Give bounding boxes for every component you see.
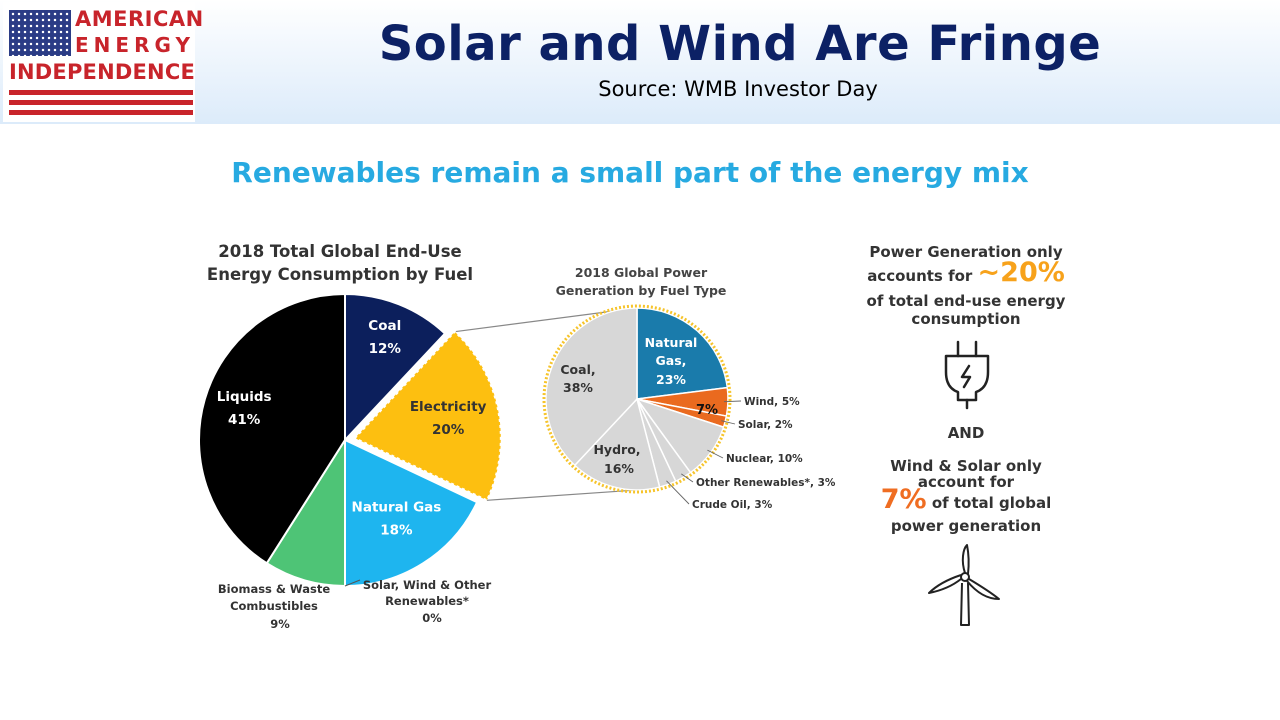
pie2-name-hydro: Hydro, [593, 442, 640, 457]
power-gen-line1: Power Generation only [869, 243, 1063, 261]
slice-electricity [354, 331, 501, 501]
slice-other-renewables [636, 398, 692, 483]
pie2-label-nuclear: Nuclear, 10% [726, 453, 803, 465]
pie1-name-biomass-line1: Biomass & Waste [218, 582, 330, 596]
electric-plug-icon [944, 340, 990, 410]
end-use-pie [198, 292, 502, 588]
pie1-value-natural-gas: 18% [380, 523, 413, 539]
pie1-value-coal: 12% [369, 341, 402, 357]
pie2-leader-solar [721, 420, 736, 425]
and-text: AND [947, 424, 985, 442]
pie1-name-liquids: Liquids [217, 389, 272, 405]
slice-natural-gas [344, 438, 479, 588]
slice-nuclear [635, 397, 725, 474]
chart2-title-line1: 2018 Global Power [575, 265, 708, 280]
pie1-name-renewables-line2: Renewables* [385, 594, 469, 608]
wind-solar-line3-text: of total global [931, 494, 1052, 512]
pie1-name-coal: Coal [368, 318, 401, 334]
flag-stripe [9, 100, 193, 105]
pie1-value-renewables: 0% [422, 611, 442, 625]
pie1-value-electricity: 20% [432, 422, 465, 438]
connector-line-bottom [486, 489, 638, 501]
power-gen-line4: consumption [911, 310, 1021, 328]
pie2-leader-wind [723, 400, 742, 403]
pie2-leader-nuclear [707, 449, 724, 459]
header-band: AMERICAN ENERGY INDEPENDENCE Solar and W… [0, 0, 1280, 124]
power-gen-line2: accounts for ~20% [848, 259, 1084, 286]
pie2-name-coal: Coal, [560, 362, 595, 377]
slide-source: Source: WMB Investor Day [598, 77, 878, 101]
slice-crude-oil [636, 398, 677, 489]
slice-natural-gas [636, 307, 729, 400]
flag-stars-icon [9, 10, 71, 56]
pie2-label-solar: Solar, 2% [738, 419, 793, 431]
pie2-leader-crude-oil [666, 480, 690, 505]
power-gen-line3: of total end-use energy [866, 292, 1066, 310]
pie2-label-crude-oil: Crude Oil, 3% [692, 499, 773, 511]
wind-turbine-icon [928, 544, 1000, 626]
wind-solar-line3: 7% of total global [848, 486, 1084, 513]
pie-connector-lines [454, 307, 638, 501]
wind-solar-pct: 7% [880, 484, 927, 515]
connector-line-top [454, 307, 638, 333]
chart2-title-line2: Generation by Fuel Type [556, 283, 727, 298]
logo-line-american: AMERICAN [75, 7, 204, 31]
pie1-value-biomass: 9% [270, 617, 290, 631]
slice-liquids [198, 292, 346, 565]
power-generation-pie [542, 304, 732, 494]
pie-labels: Coal 12% Electricity 20% Natural Gas 18% Liqui… [217, 318, 836, 631]
slice-solar [636, 398, 728, 429]
pie1-renewables-leader [344, 579, 361, 587]
wind-solar-line4: power generation [890, 517, 1042, 535]
pie2-label-wind: Wind, 5% [744, 396, 800, 408]
logo-line-energy: ENERGY [75, 33, 195, 57]
pie1-name-biomass-line2: Combustibles [230, 599, 318, 613]
pie2-name-natural-gas-line2: Gas, [656, 353, 687, 368]
pie1-name-natural-gas: Natural Gas [352, 500, 442, 516]
flag-stripe [9, 90, 193, 95]
chart1-title-line1: 2018 Total Global End-Use [218, 242, 461, 261]
pie2-label-other-renewables: Other Renewables*, 3% [696, 477, 836, 489]
flag-stripe [9, 110, 193, 115]
chart1-title-line2: Energy Consumption by Fuel [207, 265, 473, 284]
slide-title: Solar and Wind Are Fringe [378, 16, 1102, 72]
power-pie-dotted-outline [542, 304, 732, 494]
wind-solar-line2: account for [917, 473, 1015, 491]
wind-solar-line1: Wind & Solar only [890, 457, 1042, 475]
pie2-value-coal: 38% [563, 380, 593, 395]
pie2-value-natural-gas: 23% [656, 372, 686, 387]
american-energy-independence-logo: AMERICAN ENERGY INDEPENDENCE [3, 2, 204, 122]
power-gen-line2-text: accounts for [867, 267, 973, 285]
pie1-name-renewables-line1: Solar, Wind & Other [363, 578, 492, 592]
slice-coal [344, 292, 447, 443]
pie2-leader-other-renewables [681, 473, 694, 483]
pie1-value-liquids: 41% [228, 412, 261, 428]
pie2-value-hydro: 16% [604, 461, 634, 476]
slice-coal [545, 307, 638, 467]
pie2-name-natural-gas-line1: Natural [645, 335, 698, 350]
slice-electricity-dotted-edge [353, 330, 502, 502]
pie2-wind-solar-callout: 7% [696, 403, 718, 418]
slice-hydro [573, 397, 661, 491]
slice-biomass-waste-combustibles [265, 436, 346, 588]
slice-wind [636, 386, 729, 417]
logo-line-independence: INDEPENDENCE [9, 60, 195, 84]
slide-subtitle: Renewables remain a small part of the en… [231, 156, 1029, 189]
power-gen-pct: ~20% [977, 257, 1065, 288]
pie1-name-electricity: Electricity [410, 399, 487, 415]
